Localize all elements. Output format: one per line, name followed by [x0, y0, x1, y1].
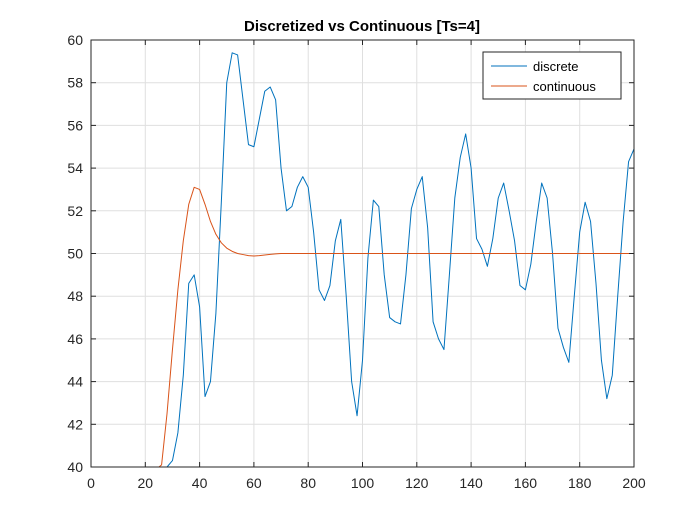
x-tick-label: 160 — [514, 475, 538, 491]
y-tick-label: 46 — [67, 331, 83, 347]
x-tick-label: 20 — [138, 475, 154, 491]
x-tick-label: 0 — [87, 475, 95, 491]
y-tick-label: 58 — [67, 75, 83, 91]
x-tick-label: 100 — [351, 475, 375, 491]
ticks — [90, 39, 635, 468]
x-tick-label: 80 — [300, 475, 316, 491]
y-tick-label: 56 — [67, 117, 83, 133]
legend: discrete continuous — [482, 51, 622, 100]
y-tick-label: 52 — [67, 203, 83, 219]
y-tick-label: 42 — [67, 416, 83, 432]
chart-title: Discretized vs Continuous [Ts=4] — [244, 18, 480, 35]
series-line-discrete — [91, 52, 635, 468]
legend-box — [482, 51, 622, 100]
y-tick-label: 44 — [67, 374, 83, 390]
legend-label-discrete: discrete — [533, 59, 579, 74]
x-tick-label: 120 — [405, 475, 429, 491]
y-tick-label: 50 — [67, 246, 83, 262]
x-tick-label: 40 — [192, 475, 208, 491]
y-tick-label: 40 — [67, 459, 83, 475]
series-layer — [91, 52, 635, 468]
x-tick-label: 60 — [246, 475, 262, 491]
y-tick-label: 54 — [67, 160, 83, 176]
y-tick-label: 60 — [67, 32, 83, 48]
x-tick-label: 140 — [459, 475, 483, 491]
x-tick-label: 200 — [622, 475, 646, 491]
y-tick-label: 48 — [67, 288, 83, 304]
legend-label-continuous: continuous — [533, 79, 596, 94]
series-line-continuous — [91, 186, 634, 468]
tick-labels: 0 20 40 60 80 100 120 140 160 180 200 40 42 44 46 48 50 5… — [67, 32, 645, 491]
x-tick-label: 180 — [568, 475, 592, 491]
